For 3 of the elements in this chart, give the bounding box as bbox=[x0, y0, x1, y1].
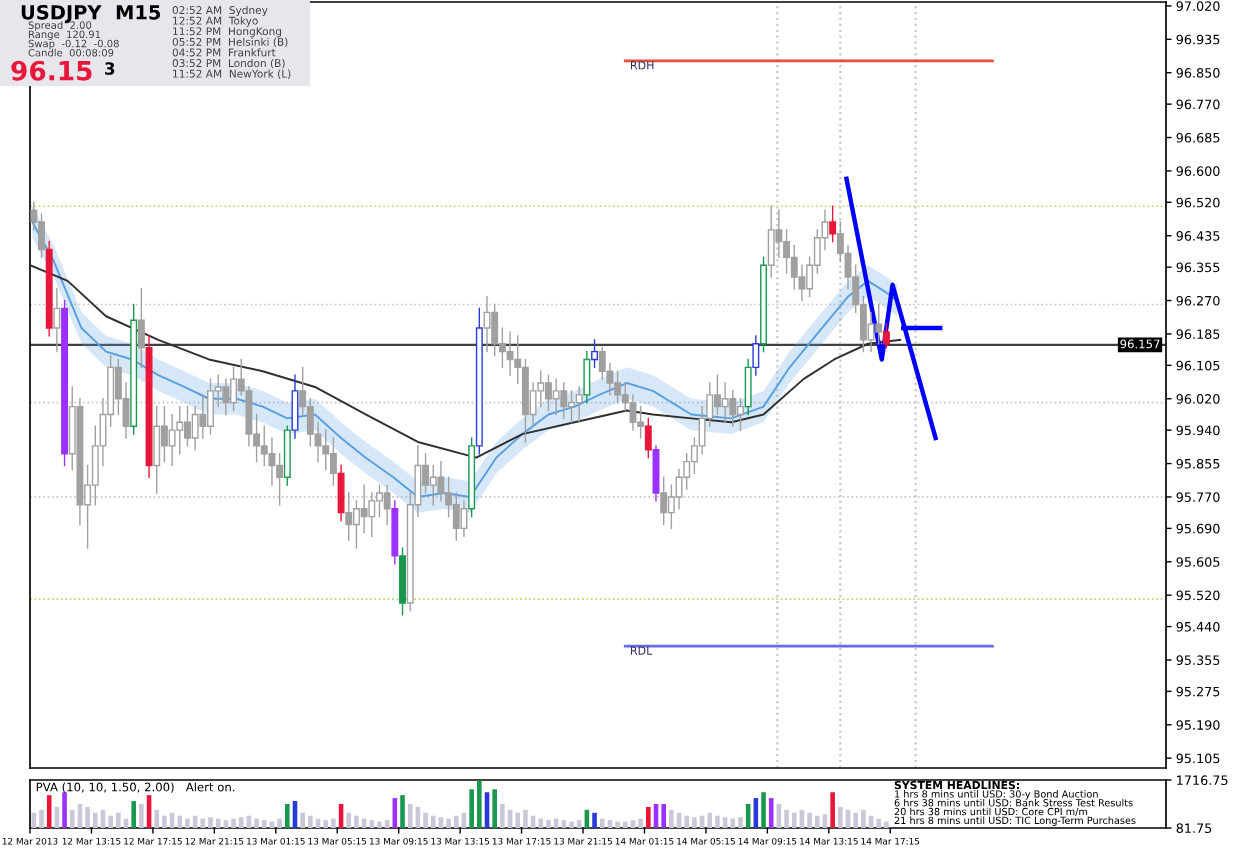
annotation: 96.15 bbox=[11, 60, 92, 81]
annotation: 3 bbox=[105, 62, 115, 75]
chart-title: USDJPY M15 bbox=[21, 4, 161, 24]
